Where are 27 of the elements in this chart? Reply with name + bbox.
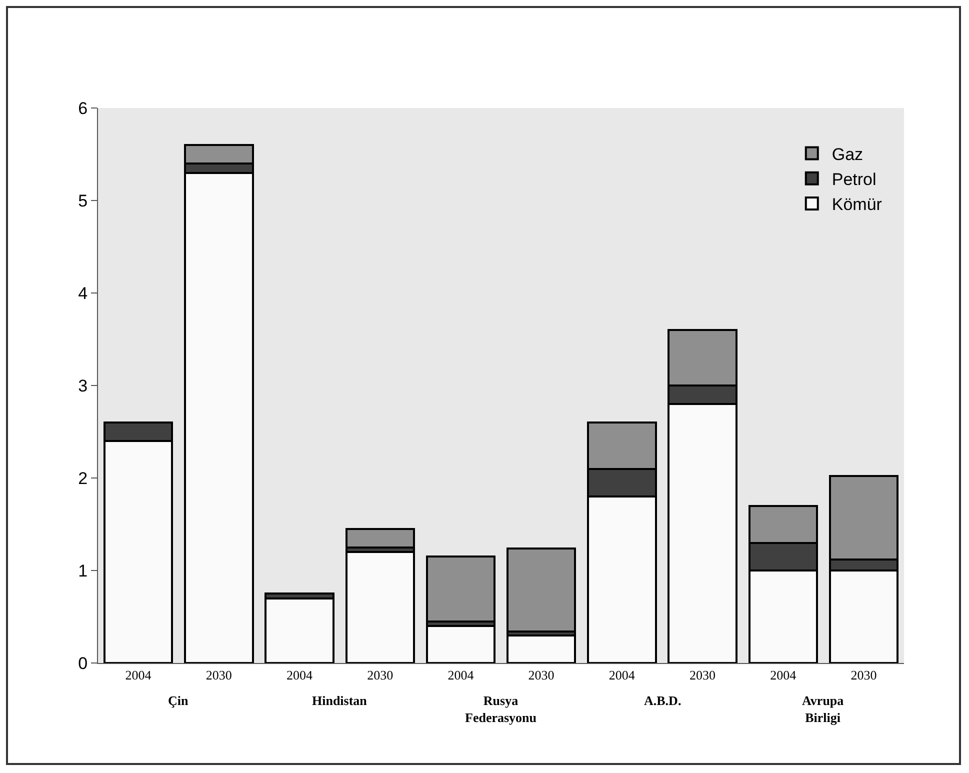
y-tick-label: 0 [78,654,88,673]
text: Avrupa Birligi [802,693,844,725]
x-tick-label: 2030 [367,668,394,683]
text: Çin [168,693,189,708]
x-tick-label: 2030 [206,668,232,683]
x-tick-label: 2004 [770,668,797,683]
text: A.B.D. [644,693,682,708]
x-tick-label: 2030 [690,668,716,683]
legend-label: Petrol [832,170,876,190]
bar [426,625,496,663]
text: Rusya Federasyonu [465,693,536,725]
x-tick-label: 2004 [125,668,152,683]
y-tick-label: 4 [78,284,88,303]
y-tick-label: 3 [78,376,88,396]
y-tick-label: 6 [78,98,88,118]
legend-label: Kömür [832,195,882,214]
x-tick-label: 2030 [528,668,554,683]
y-tick-label: 2 [78,468,88,488]
bar [345,551,415,663]
legend-label: Gaz [832,144,864,164]
x-tick-label: 2004 [286,668,313,683]
x-tick-label: 2004 [608,668,636,683]
text: Hindistan [312,693,368,708]
x-tick-label: 2030 [850,668,877,683]
y-tick-label: 1 [78,561,88,580]
y-tick-label: 5 [78,191,88,210]
x-tick-label: 2004 [448,668,474,683]
